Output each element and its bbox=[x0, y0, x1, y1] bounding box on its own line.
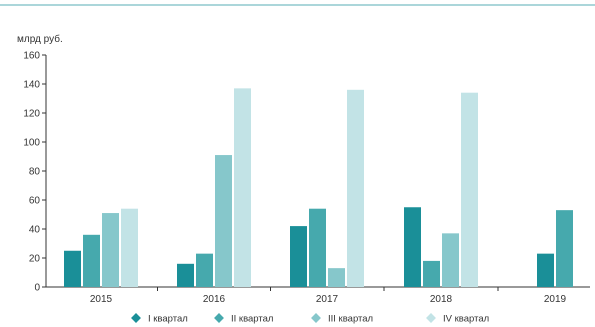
bar bbox=[215, 155, 232, 287]
x-tick-label: 2019 bbox=[544, 294, 567, 305]
bar bbox=[423, 260, 440, 287]
x-tick-label: 2018 bbox=[430, 294, 453, 305]
x-tick-label: 2015 bbox=[90, 294, 113, 305]
bar bbox=[328, 268, 345, 287]
bar bbox=[196, 253, 213, 287]
legend: I квартал II квартал III квартал IV квартал bbox=[131, 313, 489, 325]
bar bbox=[309, 208, 326, 287]
bars bbox=[64, 88, 573, 287]
x-tick-label: 2017 bbox=[316, 294, 339, 305]
bar bbox=[442, 233, 459, 287]
y-tick-label: 20 bbox=[29, 254, 41, 265]
y-tick-label: 160 bbox=[23, 51, 40, 62]
legend-label: IV квартал bbox=[443, 314, 489, 325]
bar bbox=[177, 263, 194, 287]
bar bbox=[461, 92, 478, 287]
y-tick-label: 0 bbox=[34, 283, 40, 294]
bar bbox=[121, 208, 138, 287]
bar bbox=[537, 253, 554, 287]
bar bbox=[234, 88, 251, 287]
bar bbox=[290, 226, 307, 287]
legend-diamond-icon bbox=[311, 313, 321, 323]
x-tick-label: 2016 bbox=[203, 294, 226, 305]
y-tick-label: 100 bbox=[23, 138, 40, 149]
y-axis: 0 20 40 60 80 100 120 140 160 bbox=[23, 51, 47, 294]
legend-diamond-icon bbox=[214, 313, 224, 323]
bar bbox=[83, 234, 100, 287]
legend-label: I квартал bbox=[148, 314, 188, 325]
y-tick-label: 80 bbox=[29, 167, 41, 178]
y-tick-label: 60 bbox=[29, 196, 41, 207]
bar bbox=[556, 210, 573, 287]
legend-label: III квартал bbox=[328, 314, 373, 325]
bar bbox=[404, 207, 421, 287]
y-tick-label: 120 bbox=[23, 109, 40, 120]
x-axis: 2015 2016 2017 2018 2019 bbox=[46, 286, 590, 305]
y-tick-label: 140 bbox=[23, 80, 40, 91]
bar bbox=[102, 213, 119, 287]
legend-diamond-icon bbox=[131, 313, 141, 323]
y-axis-unit-label: млрд руб. bbox=[17, 33, 63, 45]
legend-diamond-icon bbox=[426, 313, 436, 323]
legend-label: II квартал bbox=[231, 314, 273, 325]
bar bbox=[64, 250, 81, 287]
bar bbox=[347, 89, 364, 287]
y-tick-label: 40 bbox=[29, 225, 41, 236]
